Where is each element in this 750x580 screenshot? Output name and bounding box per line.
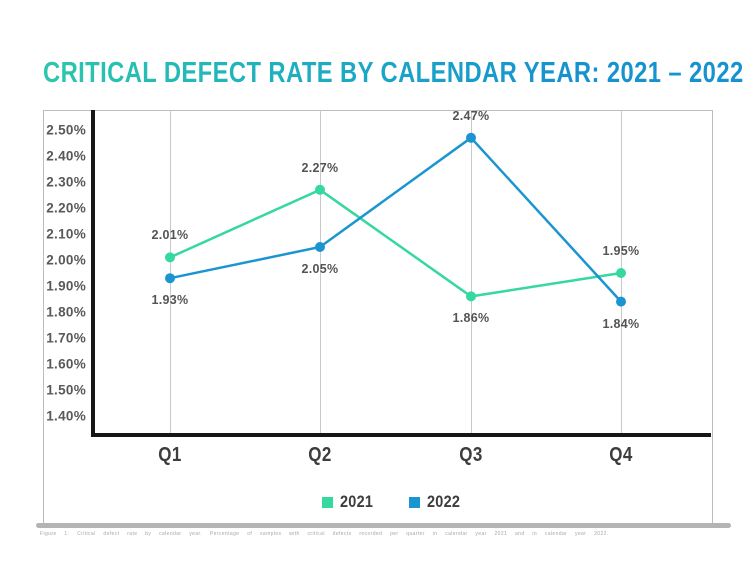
y-axis-label: 1.60% — [46, 356, 86, 372]
x-axis-label: Q4 — [609, 444, 633, 466]
y-axis-label: 2.10% — [46, 226, 86, 242]
y-axis-label: 2.30% — [46, 174, 86, 190]
y-axis-label: 2.50% — [46, 122, 86, 138]
data-point-label: 2.01% — [151, 228, 189, 243]
vertical-gridline — [621, 110, 622, 433]
bottom-divider-bar — [36, 523, 731, 528]
data-point-label: 2.27% — [301, 160, 339, 175]
legend-label: 2022 — [427, 492, 461, 511]
data-point-label: 1.86% — [452, 311, 490, 326]
vertical-gridline — [170, 110, 171, 433]
y-axis-line — [91, 110, 95, 437]
x-axis-label: Q3 — [459, 444, 483, 466]
vertical-gridline — [471, 110, 472, 433]
chart-title: CRITICAL DEFECT RATE BY CALENDAR YEAR: 2… — [43, 57, 744, 89]
chart-legend: 2021 2022 — [19, 492, 750, 512]
x-axis-label: Q2 — [308, 444, 332, 466]
y-axis-label: 1.50% — [46, 382, 86, 398]
legend-swatch-icon — [409, 496, 420, 508]
data-point-label: 1.84% — [602, 316, 640, 331]
y-axis-label: 2.20% — [46, 200, 86, 216]
x-axis-line — [91, 433, 711, 437]
y-axis-label: 1.80% — [46, 304, 86, 320]
y-axis-label: 2.40% — [46, 148, 86, 164]
data-point-label: 1.95% — [602, 244, 640, 258]
data-point-label: 1.93% — [151, 293, 189, 308]
y-axis-label: 1.40% — [46, 408, 86, 424]
legend-swatch-icon — [321, 496, 333, 508]
y-axis-label: 1.90% — [46, 278, 86, 294]
x-axis-label: Q1 — [158, 444, 182, 466]
data-point-label: 2.47% — [452, 108, 490, 123]
legend-label: 2021 — [339, 492, 374, 511]
y-axis-label: 2.00% — [46, 252, 86, 268]
legend-item-2021: 2021 — [321, 492, 379, 512]
y-axis-label: 1.70% — [46, 330, 86, 346]
legend-item-2022: 2022 — [409, 492, 466, 512]
chart-frame — [43, 110, 713, 524]
data-point-label: 2.05% — [301, 262, 339, 276]
figure-caption: Figure 1: Critical defect rate by calend… — [40, 531, 609, 537]
